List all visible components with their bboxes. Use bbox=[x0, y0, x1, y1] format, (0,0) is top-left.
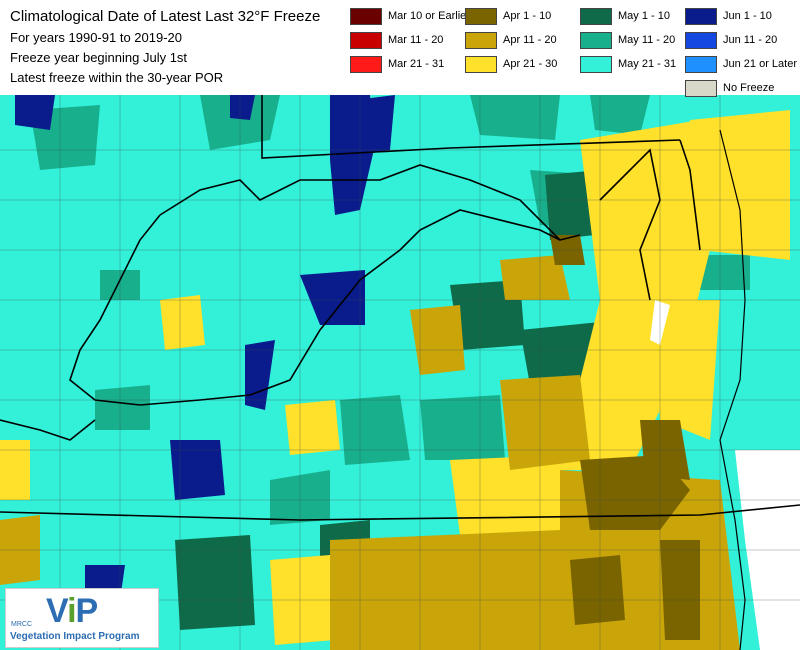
legend-label: May 1 - 10 bbox=[618, 10, 670, 22]
map-subtitle-por: Latest freeze within the 30-year POR bbox=[10, 70, 224, 85]
legend-item: Mar 11 - 20 bbox=[350, 30, 443, 50]
legend-swatch bbox=[580, 31, 612, 49]
legend-label: Apr 11 - 20 bbox=[503, 34, 557, 46]
legend-label: Apr 21 - 30 bbox=[503, 58, 558, 70]
legend-item: Apr 1 - 10 bbox=[465, 6, 551, 26]
legend-item: Jun 21 or Later bbox=[685, 54, 797, 74]
vip-logo-mark: ViP bbox=[46, 592, 98, 630]
map-title: Climatological Date of Latest Last 32°F … bbox=[10, 8, 321, 25]
legend-swatch bbox=[350, 55, 382, 73]
legend-item: May 11 - 20 bbox=[580, 30, 675, 50]
legend-item: Jun 11 - 20 bbox=[685, 30, 777, 50]
legend-label: May 21 - 31 bbox=[618, 58, 677, 70]
title-block: Climatological Date of Latest Last 32°F … bbox=[10, 6, 340, 88]
legend-label: Jun 1 - 10 bbox=[723, 10, 772, 22]
legend-swatch bbox=[580, 7, 612, 25]
legend-swatch bbox=[685, 7, 717, 25]
legend-swatch bbox=[685, 79, 717, 97]
legend-swatch bbox=[685, 55, 717, 73]
legend-label: Mar 10 or Earlier bbox=[388, 10, 470, 22]
vip-logo-program: Vegetation Impact Program bbox=[10, 631, 140, 642]
legend-label: May 11 - 20 bbox=[618, 34, 676, 46]
vip-logo-org: MRCC bbox=[11, 621, 32, 628]
legend-item: Apr 11 - 20 bbox=[465, 30, 557, 50]
legend-item: Mar 10 or Earlier bbox=[350, 6, 470, 26]
legend-item: May 21 - 31 bbox=[580, 54, 676, 74]
legend-swatch bbox=[685, 31, 717, 49]
map-subtitle-freeze-year: Freeze year beginning July 1st bbox=[10, 50, 188, 65]
legend-swatch bbox=[350, 31, 382, 49]
legend-item: No Freeze bbox=[685, 78, 774, 98]
legend-label: Jun 21 or Later bbox=[723, 58, 797, 70]
legend-label: Jun 11 - 20 bbox=[723, 34, 778, 46]
legend-label: Apr 1 - 10 bbox=[503, 10, 552, 22]
legend-item: Mar 21 - 31 bbox=[350, 54, 444, 74]
legend-item: Apr 21 - 30 bbox=[465, 54, 557, 74]
legend-label: Mar 21 - 31 bbox=[388, 58, 445, 70]
legend-item: Jun 1 - 10 bbox=[685, 6, 772, 26]
legend-label: Mar 11 - 20 bbox=[388, 34, 444, 46]
legend: Mar 10 or Earlier Apr 1 - 10 May 1 - 10 Jun… bbox=[350, 6, 797, 97]
legend-swatch bbox=[465, 31, 497, 49]
legend-swatch bbox=[465, 55, 497, 73]
vip-logo: ViP MRCC Vegetation Impact Program bbox=[5, 588, 159, 648]
legend-item: May 1 - 10 bbox=[580, 6, 670, 26]
legend-label: No Freeze bbox=[723, 82, 775, 94]
legend-swatch bbox=[465, 7, 497, 25]
map-subtitle-years: For years 1990-91 to 2019-20 bbox=[10, 30, 182, 45]
legend-swatch bbox=[350, 7, 382, 25]
legend-swatch bbox=[580, 55, 612, 73]
